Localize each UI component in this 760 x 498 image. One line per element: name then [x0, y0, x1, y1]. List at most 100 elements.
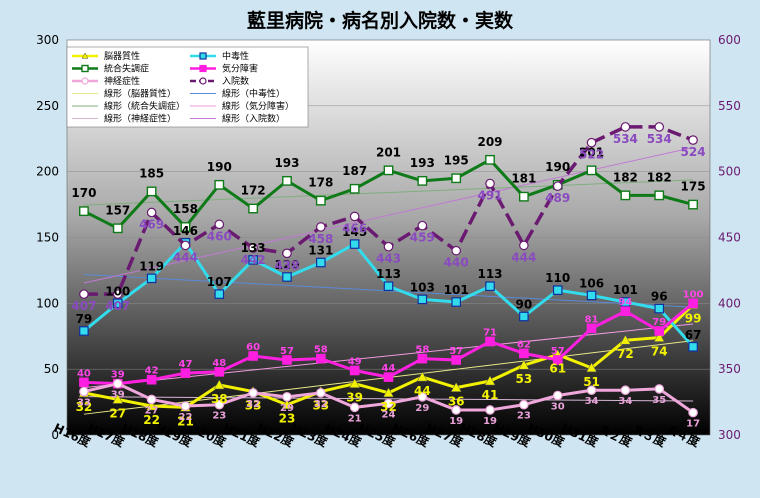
data-label: 39 — [346, 391, 363, 405]
data-point — [282, 272, 292, 282]
data-point — [586, 385, 597, 396]
data-label: 193 — [274, 156, 299, 170]
data-point — [180, 240, 191, 251]
data-label: 47 — [178, 359, 192, 370]
data-label: 57 — [280, 346, 294, 357]
data-label: 27 — [109, 406, 126, 420]
data-point — [485, 178, 495, 189]
data-point — [146, 394, 157, 405]
data-point — [248, 255, 258, 265]
legend-entry: 統合失調症 — [104, 63, 149, 75]
legend-entry: 線形（統合失調症） — [104, 100, 185, 112]
data-point — [518, 191, 529, 202]
data-label: 32 — [246, 399, 260, 410]
data-label: 201 — [579, 145, 604, 159]
data-label: 195 — [444, 153, 469, 167]
data-point — [146, 186, 157, 197]
data-label: 113 — [376, 267, 401, 281]
legend-entry: 気分障害 — [222, 63, 258, 75]
data-label: 32 — [380, 400, 397, 414]
data-point — [451, 355, 461, 365]
data-point — [688, 199, 698, 210]
data-point — [519, 240, 529, 251]
data-label: 23 — [517, 411, 531, 422]
legend-box — [66, 46, 309, 128]
data-label: 42 — [145, 366, 159, 377]
data-point — [248, 243, 258, 253]
data-label: 57 — [551, 346, 565, 357]
data-point — [485, 281, 495, 292]
data-point — [180, 368, 191, 378]
data-label: 187 — [342, 164, 367, 178]
legend-entry: 中毒性 — [222, 50, 249, 62]
data-point — [586, 323, 597, 334]
data-label: 27 — [145, 405, 159, 416]
left-tick-label: 300 — [36, 33, 59, 47]
data-point — [451, 297, 461, 307]
data-label: 21 — [177, 414, 194, 428]
data-point — [180, 401, 191, 411]
series-4 — [79, 378, 698, 418]
data-point — [316, 257, 326, 268]
data-label: 58 — [314, 345, 328, 356]
data-label: 440 — [444, 256, 469, 270]
data-label: 71 — [483, 328, 497, 339]
data-point — [349, 211, 360, 222]
data-label: 22 — [178, 412, 192, 423]
data-point — [316, 388, 326, 398]
data-label: 34 — [585, 396, 599, 407]
right-tick-label: 300 — [718, 428, 741, 442]
data-point — [451, 245, 461, 256]
data-point — [485, 405, 495, 415]
series-5 — [79, 122, 698, 299]
data-point — [654, 303, 665, 314]
data-label: 175 — [681, 180, 706, 194]
data-label: 190 — [207, 160, 232, 174]
data-point — [383, 241, 394, 252]
data-label: 113 — [477, 267, 502, 281]
data-label: 469 — [139, 217, 164, 231]
data-label: 466 — [342, 221, 367, 235]
series-3 — [79, 298, 698, 389]
data-label: 158 — [173, 202, 198, 216]
data-point — [450, 382, 462, 392]
data-point — [519, 311, 529, 322]
data-point — [620, 306, 631, 317]
data-label: 182 — [647, 170, 672, 184]
data-point — [552, 181, 563, 191]
legend-entry: 線形（中毒性） — [222, 88, 285, 100]
data-point — [79, 377, 89, 388]
data-point — [248, 351, 258, 361]
data-label: 36 — [448, 395, 465, 409]
left-tick-label: 100 — [36, 296, 59, 310]
data-point — [349, 402, 360, 413]
data-point — [383, 281, 394, 292]
data-label: 178 — [308, 176, 333, 190]
data-label: 19 — [449, 416, 463, 427]
left-tick-label: 250 — [36, 99, 59, 113]
data-point — [180, 222, 191, 232]
data-label: 201 — [376, 145, 401, 159]
data-label: 185 — [139, 166, 164, 180]
data-point — [552, 390, 563, 401]
data-label: 17 — [686, 419, 700, 430]
data-point — [383, 398, 394, 409]
data-point — [214, 399, 225, 410]
legend-entry: 入院数 — [222, 75, 249, 87]
data-label: 522 — [579, 148, 604, 162]
data-label: 133 — [241, 241, 266, 255]
data-label: 48 — [212, 358, 226, 369]
data-label: 90 — [516, 298, 533, 312]
legend-entry: 線形（入院数） — [222, 113, 285, 125]
data-point — [654, 326, 665, 336]
data-label: 33 — [312, 399, 329, 413]
data-point — [79, 386, 89, 397]
data-label: 96 — [651, 290, 668, 304]
data-label: 94 — [618, 297, 632, 308]
data-point — [282, 392, 292, 402]
data-label: 442 — [241, 253, 266, 267]
data-point — [654, 384, 665, 394]
series-2 — [79, 154, 698, 234]
